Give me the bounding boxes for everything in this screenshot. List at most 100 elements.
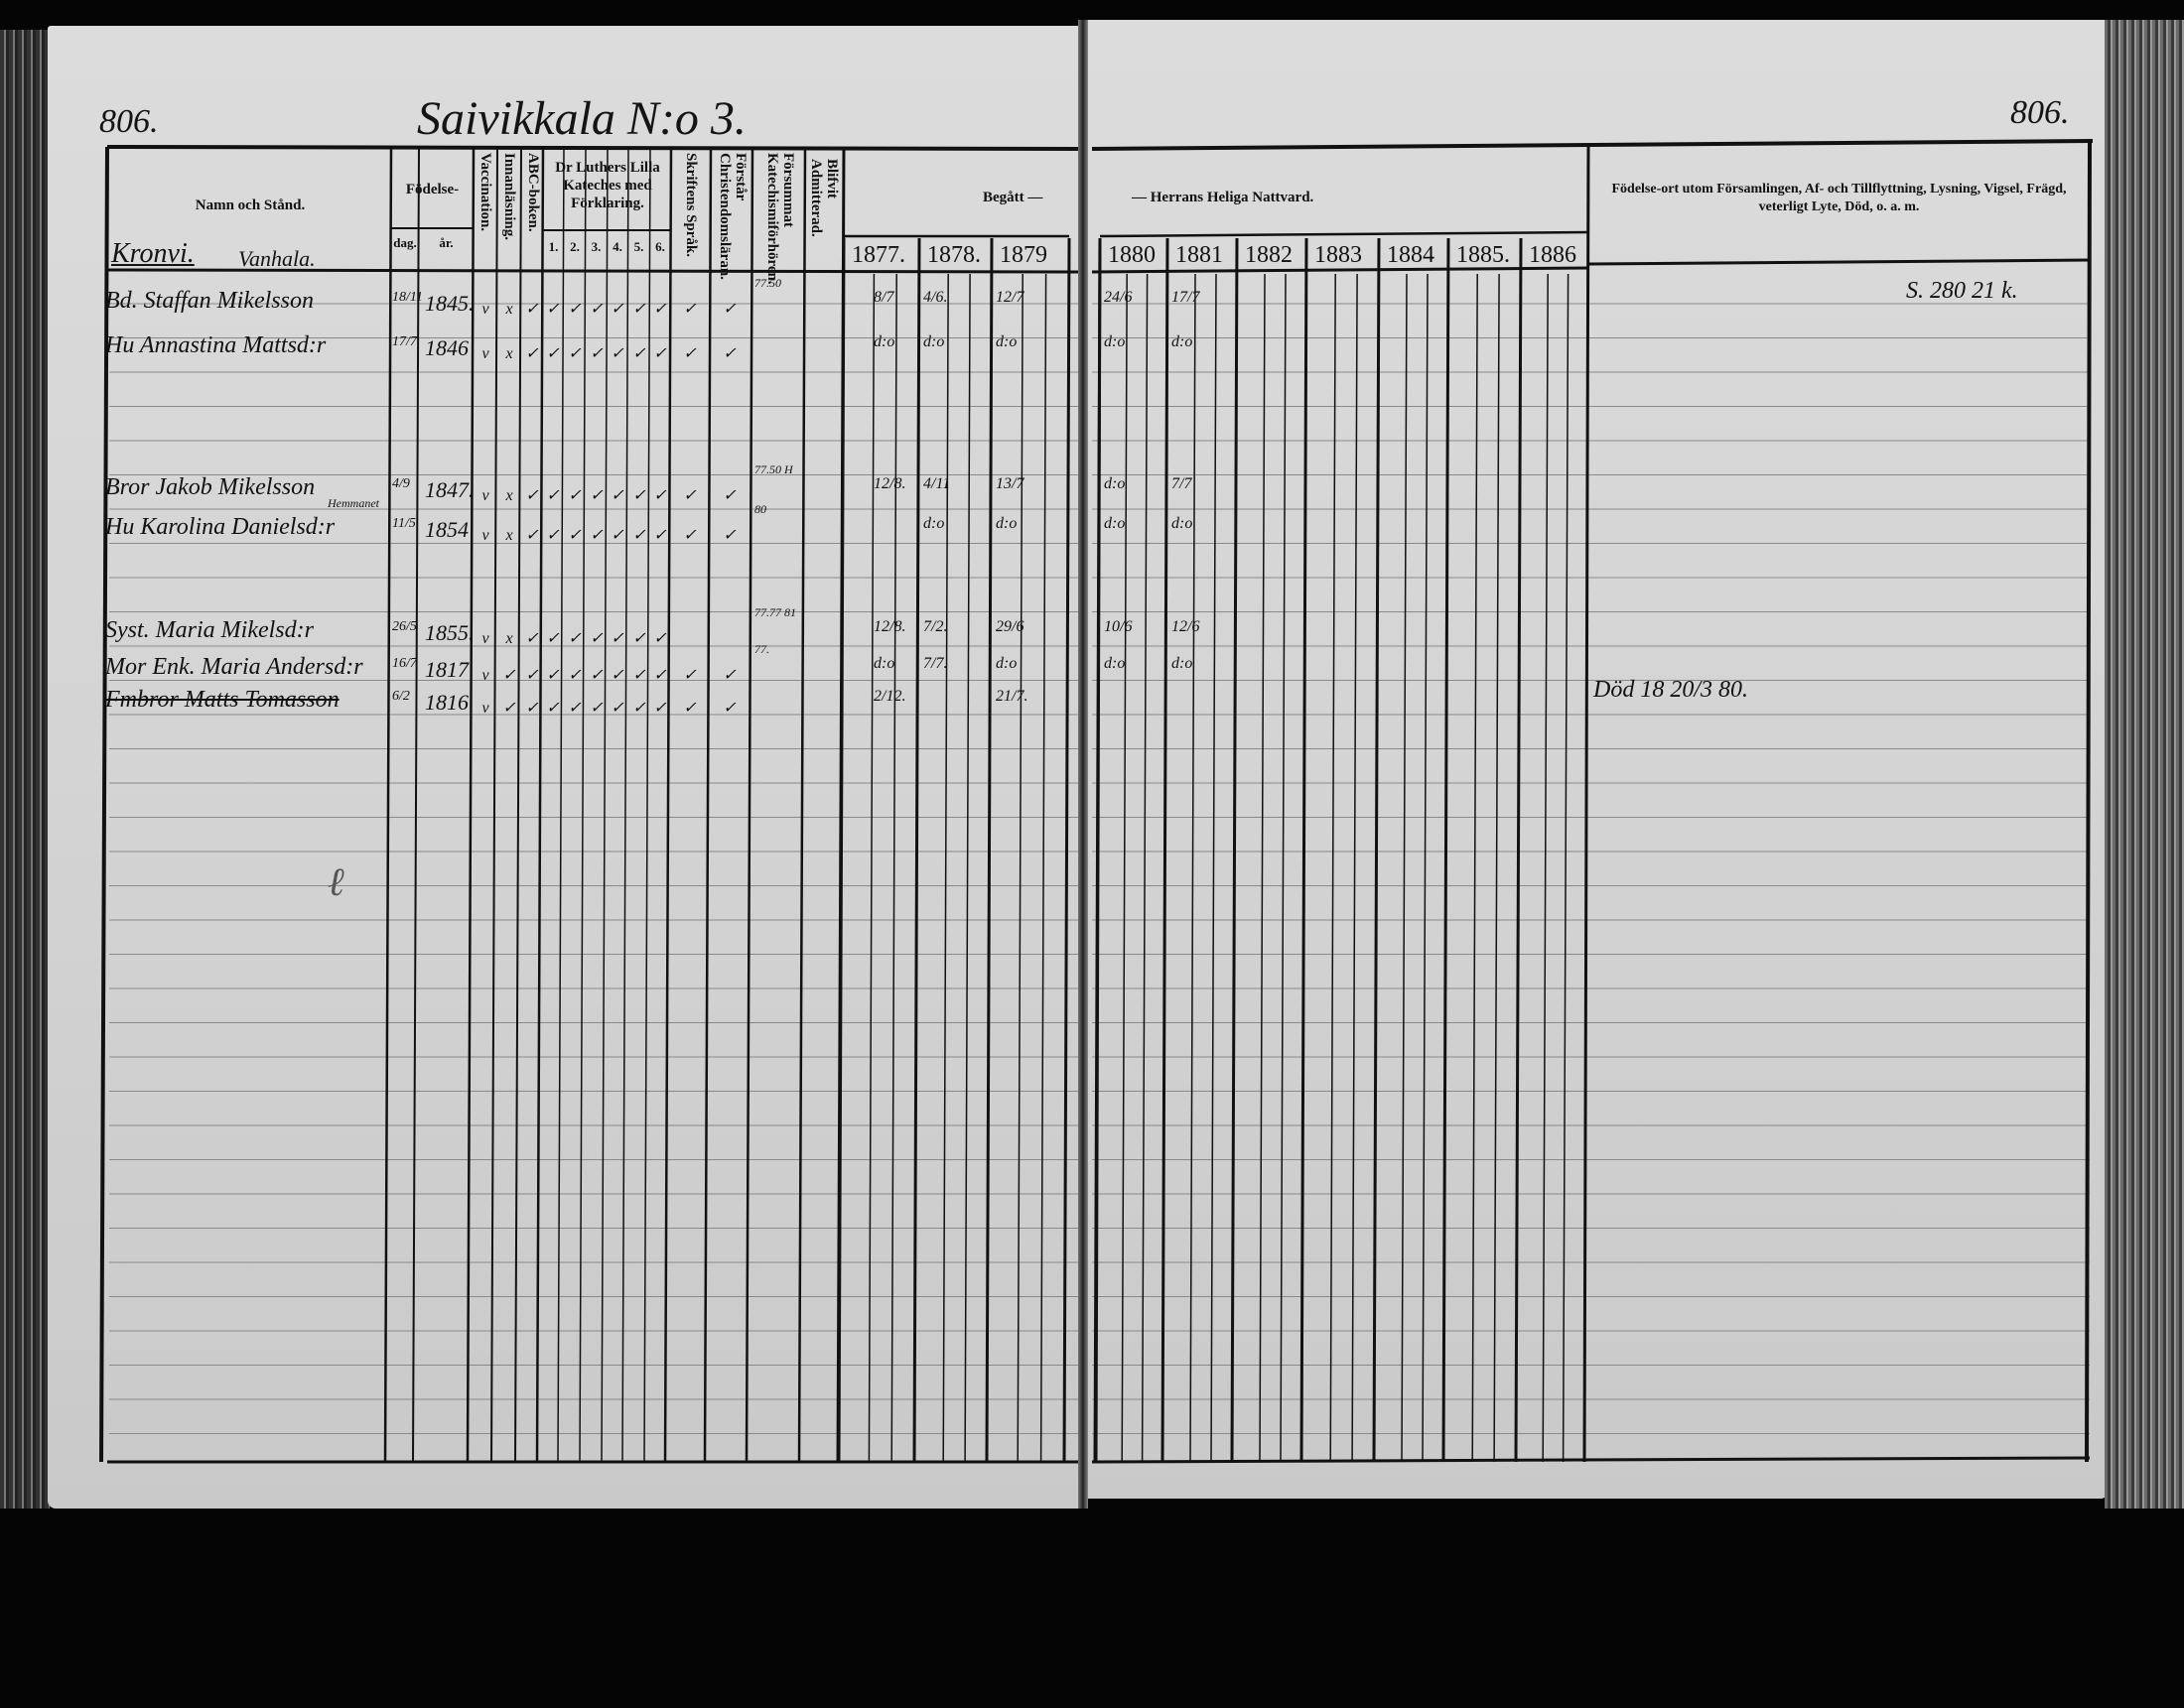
column-line xyxy=(535,146,545,1463)
year-header: 1886 xyxy=(1529,242,1576,268)
check-mark: v xyxy=(481,345,489,362)
year-subcolumn-line xyxy=(1210,273,1217,1463)
remarks-column-line xyxy=(1582,146,1590,1463)
communion-date: 8/7 xyxy=(874,289,894,306)
person-name: Hu Karolina Danielsd:r xyxy=(105,514,336,540)
check-mark: ✓ xyxy=(568,700,582,717)
header-communion-right: — Herrans Heliga Nattvard. xyxy=(1132,190,1314,205)
year-header: 1877. xyxy=(852,242,905,268)
check-mark: x xyxy=(505,487,513,504)
year-column-line xyxy=(1299,237,1308,1463)
year-subcolumn-line xyxy=(890,273,897,1463)
birth-year: 1854 xyxy=(425,517,469,542)
luther-part-label: 5. xyxy=(633,239,644,254)
book-edge-left xyxy=(0,30,50,1509)
communion-date: d:o xyxy=(1171,655,1193,672)
column-line xyxy=(466,146,476,1463)
year-column-line xyxy=(1062,237,1071,1463)
communion-date: 7/7 xyxy=(1171,475,1192,492)
check-mark: ✓ xyxy=(683,345,697,362)
check-mark: ✓ xyxy=(590,630,604,647)
birth-year: 1855. xyxy=(425,620,475,645)
household-place: Kronvi. xyxy=(111,238,195,269)
header-bottom-line xyxy=(1587,258,2091,266)
communion-date: 12/8. xyxy=(874,475,906,492)
year-subcolumn-line xyxy=(1121,273,1128,1463)
luther-part-label: 3. xyxy=(591,239,602,254)
luther-part-label: 4. xyxy=(613,239,622,254)
column-line xyxy=(99,146,109,1463)
person-name: Bror Jakob Mikelsson xyxy=(105,474,316,500)
missed-catechism: 77. xyxy=(754,642,769,656)
page-number-right: 806. xyxy=(2010,94,2070,131)
check-mark: ✓ xyxy=(723,527,737,544)
check-mark: ✓ xyxy=(546,527,560,544)
check-mark: ✓ xyxy=(683,301,697,318)
year-header: 1882 xyxy=(1245,242,1293,268)
communion-date: d:o xyxy=(874,333,895,350)
check-mark: ✓ xyxy=(525,630,539,647)
check-mark: ✓ xyxy=(653,700,667,717)
check-mark: ✓ xyxy=(525,667,539,684)
year-subcolumn-line xyxy=(1329,273,1336,1463)
check-mark: ✓ xyxy=(546,667,560,684)
birth-year: 1846 xyxy=(425,335,469,360)
check-mark: ✓ xyxy=(653,487,667,504)
check-mark: v xyxy=(481,487,489,504)
header-christian: Förstår Christendomsläran. xyxy=(717,153,749,280)
check-mark: ✓ xyxy=(683,700,697,717)
header-missed: Försummat Katechismiförhören. xyxy=(764,153,796,285)
header-birth-day: dag. xyxy=(393,235,417,250)
column-line xyxy=(703,146,713,1463)
check-mark: ✓ xyxy=(632,301,646,318)
year-header: 1879 xyxy=(1000,242,1047,268)
check-mark: ✓ xyxy=(546,345,560,362)
communion-date: 21/7. xyxy=(996,688,1028,705)
year-subcolumn-line xyxy=(1562,273,1570,1463)
check-mark: ✓ xyxy=(632,700,646,717)
check-mark: ✓ xyxy=(525,301,539,318)
check-mark: ✓ xyxy=(723,487,737,504)
column-line xyxy=(621,146,629,1463)
year-subcolumn-line xyxy=(1542,273,1549,1463)
village-title: Saivikkala N:o 3. xyxy=(417,92,747,145)
check-mark: v xyxy=(481,527,489,544)
missed-catechism: 77.77 81 xyxy=(754,605,796,619)
communion-date: d:o xyxy=(1104,515,1126,532)
communion-date: 4/11 xyxy=(923,475,951,492)
communion-date: d:o xyxy=(1104,655,1126,672)
header-admitted: Blifvit Admitterad. xyxy=(808,159,840,237)
table-right-line xyxy=(2085,140,2092,1463)
column-line xyxy=(797,146,807,1463)
communion-date: 7/2. xyxy=(923,618,948,635)
communion-date: 29/6 xyxy=(996,618,1024,635)
header-birth: Födelse- xyxy=(405,182,460,197)
year-header: 1878. xyxy=(927,242,981,268)
year-subcolumn-line xyxy=(868,273,876,1463)
book-spine xyxy=(1078,20,1088,1509)
check-mark: ✓ xyxy=(590,345,604,362)
birth-year: 1845. xyxy=(425,291,475,316)
column-line xyxy=(601,146,609,1463)
pencil-mark: ℓ xyxy=(328,859,344,905)
check-mark: ✓ xyxy=(568,667,582,684)
birth-day: 11/5 xyxy=(392,516,416,531)
check-mark: x xyxy=(505,527,513,544)
check-mark: ✓ xyxy=(546,301,560,318)
check-mark: ✓ xyxy=(525,527,539,544)
check-mark: ✓ xyxy=(653,527,667,544)
check-mark: ✓ xyxy=(611,487,624,504)
birth-day: 26/5 xyxy=(392,619,417,634)
check-mark: ✓ xyxy=(568,487,582,504)
year-subcolumn-line xyxy=(1471,273,1478,1463)
check-mark: v xyxy=(481,700,489,717)
check-mark: ✓ xyxy=(683,667,697,684)
communion-date: 2/12. xyxy=(874,688,906,705)
check-mark: ✓ xyxy=(568,345,582,362)
header-abc: ABC-boken. xyxy=(525,153,541,232)
check-mark: x xyxy=(505,301,513,318)
communion-date: d:o xyxy=(1171,515,1193,532)
communion-date: 17/7 xyxy=(1171,289,1200,306)
column-line xyxy=(490,146,498,1463)
